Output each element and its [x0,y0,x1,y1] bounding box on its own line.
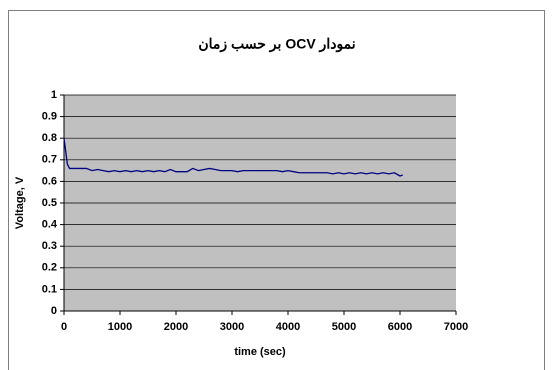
x-tick-label: 5000 [332,321,356,333]
y-tick-label: 0.5 [42,197,57,209]
x-tick-label: 4000 [276,321,300,333]
x-tick-label: 3000 [220,321,244,333]
y-tick-label: 0.8 [42,132,57,144]
y-axis-label: Voltage, V [14,176,26,229]
x-tick-label: 7000 [444,321,468,333]
x-axis-label: time (sec) [234,346,286,358]
y-tick-label: 0.9 [42,111,57,123]
x-tick-label: 6000 [388,321,412,333]
y-tick-label: 0.4 [42,219,58,231]
y-tick-label: 0.2 [42,262,57,274]
y-tick-label: 0.7 [42,154,57,166]
y-tick-label: 0.3 [42,240,57,252]
x-tick-label: 0 [61,321,67,333]
data-line [63,138,404,177]
x-tick-label: 1000 [108,321,132,333]
y-tick-label: 1 [51,89,57,101]
y-tick-label: 0.1 [42,283,57,295]
y-tick-label: 0 [51,305,57,317]
chart-title: نمودار OCV بر حسب زمان [198,36,355,53]
y-tick-label: 0.6 [42,175,57,187]
x-tick-label: 2000 [164,321,188,333]
